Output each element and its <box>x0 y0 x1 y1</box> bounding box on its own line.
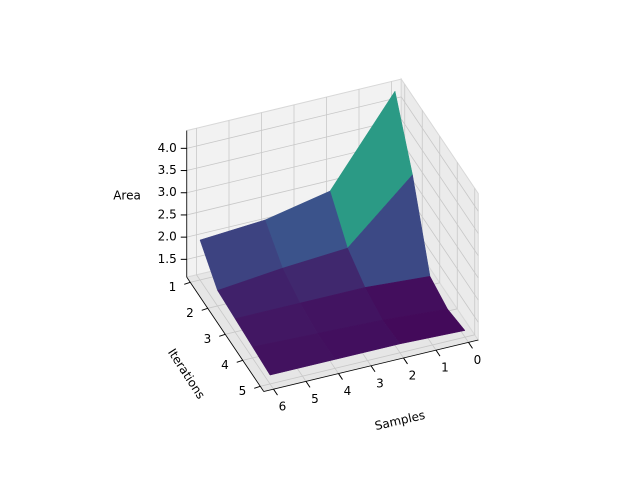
grid-line <box>400 141 479 256</box>
grid-line <box>400 118 479 234</box>
z-tick-label: 3.5 <box>158 163 177 177</box>
z-axis-label: Area <box>113 189 141 203</box>
y-tick <box>219 333 226 337</box>
y-tick-label: 3 <box>204 332 212 346</box>
grid-line <box>186 96 402 149</box>
grid-line <box>186 118 402 171</box>
y-tick-label: 2 <box>186 306 194 320</box>
z-tick-label: 3.0 <box>158 185 177 199</box>
x-tick <box>435 349 441 357</box>
y-axis-label: Iterations <box>165 346 208 402</box>
z-tick-label: 2.5 <box>158 207 177 221</box>
x-tick <box>273 388 278 396</box>
x-tick-label: 2 <box>409 368 417 382</box>
x-tick <box>338 373 343 380</box>
y-tick-label: 4 <box>221 358 229 372</box>
x-tick-label: 6 <box>279 400 287 414</box>
x-tick-label: 3 <box>376 376 384 390</box>
x-tick-label: 0 <box>474 353 482 367</box>
x-tick <box>305 381 311 388</box>
y-tick <box>236 359 243 363</box>
x-tick <box>370 365 376 373</box>
surface-patch <box>252 333 336 376</box>
x-tick-label: 4 <box>344 384 352 398</box>
x-tick <box>403 357 408 365</box>
z-tick-label: 1.5 <box>158 252 177 266</box>
x-tick-label: 1 <box>441 361 449 375</box>
y-axis-line <box>186 276 265 392</box>
z-tick-label: 2.0 <box>158 230 177 244</box>
surface <box>199 90 466 376</box>
x-tick-label: 5 <box>311 392 319 406</box>
y-tick <box>184 281 191 285</box>
grid-line <box>400 96 479 212</box>
x-axis-label: Samples <box>373 408 426 433</box>
y-tick-label: 5 <box>239 384 247 398</box>
y-tick-label: 1 <box>169 280 177 294</box>
y-tick <box>254 385 261 389</box>
y-tick <box>201 307 208 311</box>
z-tick-label: 4.0 <box>158 141 177 155</box>
grid-line <box>260 334 475 387</box>
x-axis-line <box>263 339 479 392</box>
x-tick <box>468 342 473 349</box>
